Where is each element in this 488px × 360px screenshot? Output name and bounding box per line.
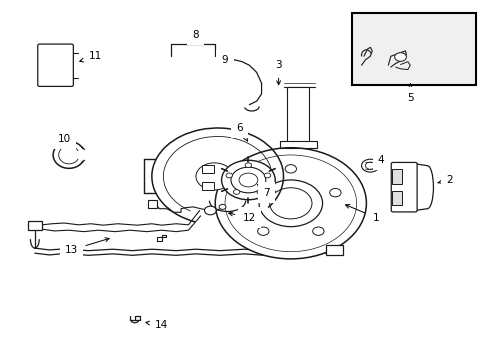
Text: 13: 13 bbox=[64, 238, 109, 255]
Circle shape bbox=[394, 53, 406, 61]
Circle shape bbox=[291, 96, 305, 106]
Circle shape bbox=[401, 170, 408, 176]
FancyBboxPatch shape bbox=[390, 162, 416, 212]
Text: 1: 1 bbox=[345, 204, 379, 222]
Text: 7: 7 bbox=[257, 184, 269, 198]
Bar bbox=[27, 221, 42, 230]
Circle shape bbox=[224, 155, 356, 252]
Bar bbox=[326, 245, 343, 255]
Bar bbox=[391, 191, 401, 205]
Circle shape bbox=[361, 159, 378, 172]
Bar bbox=[148, 200, 157, 208]
Bar bbox=[391, 169, 401, 184]
Text: 4: 4 bbox=[377, 155, 384, 165]
Circle shape bbox=[264, 173, 270, 178]
Circle shape bbox=[233, 190, 239, 194]
Circle shape bbox=[239, 173, 257, 187]
Circle shape bbox=[240, 189, 251, 197]
Bar bbox=[351, 13, 475, 85]
Bar bbox=[202, 182, 213, 190]
Text: 8: 8 bbox=[192, 30, 199, 40]
Text: 6: 6 bbox=[236, 123, 247, 141]
Circle shape bbox=[230, 167, 265, 193]
Text: 14: 14 bbox=[145, 320, 168, 330]
Circle shape bbox=[225, 173, 232, 178]
Text: 9: 9 bbox=[221, 55, 228, 65]
Circle shape bbox=[196, 163, 232, 190]
Circle shape bbox=[259, 180, 322, 227]
Circle shape bbox=[329, 189, 340, 197]
Circle shape bbox=[215, 148, 366, 259]
Text: 3: 3 bbox=[275, 60, 282, 85]
FancyBboxPatch shape bbox=[38, 44, 73, 86]
Circle shape bbox=[219, 204, 225, 210]
Circle shape bbox=[221, 160, 275, 200]
Text: 11: 11 bbox=[80, 51, 102, 62]
Circle shape bbox=[244, 163, 251, 167]
Circle shape bbox=[257, 190, 263, 194]
Text: 12: 12 bbox=[228, 212, 256, 222]
Circle shape bbox=[291, 120, 305, 130]
Bar bbox=[202, 165, 213, 174]
Circle shape bbox=[54, 62, 64, 69]
Circle shape bbox=[312, 227, 324, 235]
Text: 5: 5 bbox=[406, 84, 413, 103]
Circle shape bbox=[401, 199, 408, 204]
Circle shape bbox=[204, 206, 216, 215]
Bar bbox=[287, 87, 308, 140]
Text: 2: 2 bbox=[437, 175, 452, 185]
Circle shape bbox=[285, 165, 296, 173]
Circle shape bbox=[269, 188, 311, 219]
Circle shape bbox=[365, 162, 374, 169]
Text: 10: 10 bbox=[58, 134, 70, 144]
Circle shape bbox=[257, 227, 268, 235]
